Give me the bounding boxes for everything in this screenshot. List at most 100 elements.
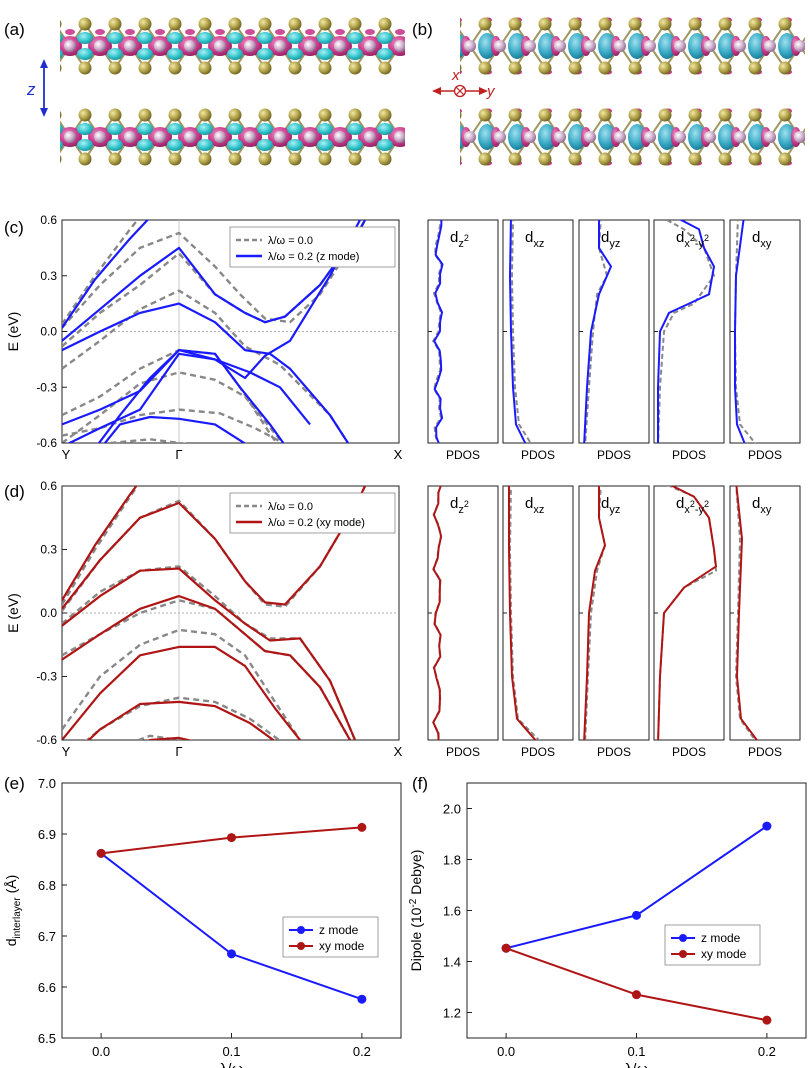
sulfur-atom	[568, 108, 582, 122]
density-lobe-cyan	[167, 48, 183, 60]
sulfur-atom	[198, 61, 212, 75]
density-lobe-cyan	[347, 48, 363, 60]
pdos-panel: dx2-y2 PDOS	[653, 219, 725, 462]
panel-label-b: (b)	[412, 20, 433, 39]
sulfur-atom	[748, 61, 762, 75]
sulfur-atom	[60, 110, 62, 120]
density-lobe-magenta	[365, 29, 375, 35]
legend-marker	[297, 926, 305, 934]
sulfur-atom	[258, 17, 272, 31]
density-lobe-cyan	[347, 32, 363, 44]
band-reference	[62, 565, 357, 740]
data-point-xy-mode	[762, 1015, 772, 1025]
y-tick-label: 0.3	[40, 269, 57, 283]
sulfur-atom	[628, 108, 642, 122]
metal-atom	[494, 40, 506, 52]
sulfur-atom	[658, 108, 672, 122]
sulfur-atom	[318, 17, 332, 31]
metal-atom	[214, 131, 226, 143]
sulfur-atom	[78, 17, 92, 31]
band-reference	[62, 599, 352, 740]
pdos-panel: dxz PDOS	[502, 485, 574, 759]
pdos-panel: dz2 PDOS	[427, 219, 499, 462]
x-tick-label: 0.0	[92, 1044, 110, 1059]
sulfur-atom	[658, 17, 672, 31]
sulfur-atom	[688, 61, 702, 75]
panel-label-f: (f)	[412, 774, 428, 793]
metal-atom	[154, 40, 166, 52]
panel-label-e: (e)	[4, 774, 25, 793]
sulfur-atom	[348, 108, 362, 122]
density-lobe-cyan	[317, 32, 333, 44]
orbital-label: dx2-y2	[676, 229, 709, 250]
sulfur-atom	[228, 152, 242, 166]
chart-legend	[282, 916, 379, 958]
y-axis-label: E (eV)	[5, 312, 21, 352]
pdos-mode	[734, 220, 746, 443]
pdos-xlabel: PDOS	[672, 448, 706, 462]
density-lobe-cyan	[718, 124, 736, 150]
y-tick-label: 1.4	[443, 955, 461, 970]
metal-atom	[94, 40, 106, 52]
band-reference	[85, 696, 282, 740]
sulfur-atom	[508, 152, 522, 166]
pdos-mode	[583, 220, 613, 443]
sulfur-atom	[778, 61, 792, 75]
x-tick-label: 0.1	[222, 1044, 240, 1059]
density-lobe-cyan	[508, 33, 526, 59]
sulfur-atom	[598, 61, 612, 75]
metal-atom	[674, 131, 686, 143]
panel-label-c: (c)	[4, 218, 24, 237]
metal-atom	[674, 40, 686, 52]
pdos-mode	[735, 486, 759, 740]
sulfur-atom	[168, 108, 182, 122]
legend-d: λ/ω = 0.0 λ/ω = 0.2 (xy mode)	[229, 492, 396, 534]
density-lobe-cyan	[718, 33, 736, 59]
orbital-label: dyz	[601, 495, 620, 516]
sulfur-atom	[778, 17, 792, 31]
metal-atom	[304, 40, 316, 52]
density-lobe-cyan	[197, 32, 213, 44]
density-lobe-cyan	[628, 124, 646, 150]
density-lobe-cyan	[748, 124, 766, 150]
z-axis-indicator: z	[26, 59, 48, 117]
x-axis-label: x	[451, 67, 460, 84]
y-tick-label: 0.3	[40, 543, 57, 557]
density-lobe-cyan	[598, 124, 616, 150]
orbital-label: dxz	[525, 229, 544, 250]
sulfur-atom	[288, 108, 302, 122]
density-lobe-cyan	[347, 123, 363, 135]
data-point-z-mode	[632, 910, 641, 920]
density-lobe-magenta	[95, 29, 105, 35]
sulfur-atom	[478, 152, 492, 166]
band-structure-xy-mode: 0.6 0.3 0.0 -0.3 -0.6 Y Γ X E (eV) λ/ω = 0.0 λ/ω…	[5, 479, 403, 759]
y-tick-label: 6.5	[38, 1031, 56, 1046]
band-reference	[62, 220, 367, 329]
sulfur-atom	[508, 108, 522, 122]
density-lobe-cyan	[227, 32, 243, 44]
pdos-frame	[729, 219, 801, 444]
density-lobe-cyan	[60, 140, 63, 150]
sulfur-atom	[568, 152, 582, 166]
y-axis-label: dinterlayer (Å)	[3, 875, 23, 947]
sulfur-atom	[478, 108, 492, 122]
sulfur-atom	[60, 63, 62, 73]
legend-label: z mode	[701, 931, 741, 945]
sulfur-atom	[348, 17, 362, 31]
sulfur-atom	[198, 108, 212, 122]
density-lobe-cyan	[377, 123, 393, 135]
pdos-frame	[502, 485, 574, 741]
data-point-z-mode	[357, 994, 367, 1004]
y-tick-label: -0.3	[36, 380, 57, 394]
metal-atom	[334, 131, 346, 143]
sulfur-atom	[138, 152, 152, 166]
sulfur-atom	[778, 108, 792, 122]
data-point-z-mode	[227, 949, 236, 959]
band-structure-z-mode: 0.6 0.3 0.0 -0.3 -0.6 Y Γ X E (eV) λ/ω = 0.0 λ/ω…	[5, 213, 403, 462]
metal-atom	[764, 131, 776, 143]
pdos-reference	[510, 220, 532, 443]
legend-c-zmode: λ/ω = 0.2 (z mode)	[268, 251, 359, 263]
legend-d-reference: λ/ω = 0.0	[268, 501, 313, 513]
metal-atom	[644, 40, 656, 52]
density-lobe-cyan	[137, 32, 153, 44]
